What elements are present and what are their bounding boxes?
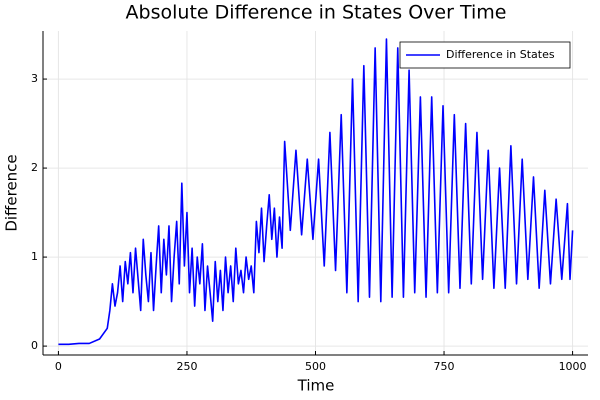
x-axis-label: Time — [297, 377, 335, 395]
x-tick-label: 1000 — [559, 360, 587, 373]
x-tick-label: 500 — [305, 360, 326, 373]
y-tick-label: 2 — [31, 161, 38, 174]
x-tick-label: 750 — [434, 360, 455, 373]
y-tick-label: 0 — [31, 339, 38, 352]
legend-label: Difference in States — [446, 48, 555, 61]
data-line — [58, 38, 574, 346]
x-tick-label: 0 — [55, 360, 62, 373]
y-tick-label: 3 — [31, 72, 38, 85]
y-tick-label: 1 — [31, 250, 38, 263]
y-axis-label: Difference — [3, 154, 21, 231]
chart-title: Absolute Difference in States Over Time — [126, 2, 507, 24]
x-tick-label: 250 — [176, 360, 197, 373]
